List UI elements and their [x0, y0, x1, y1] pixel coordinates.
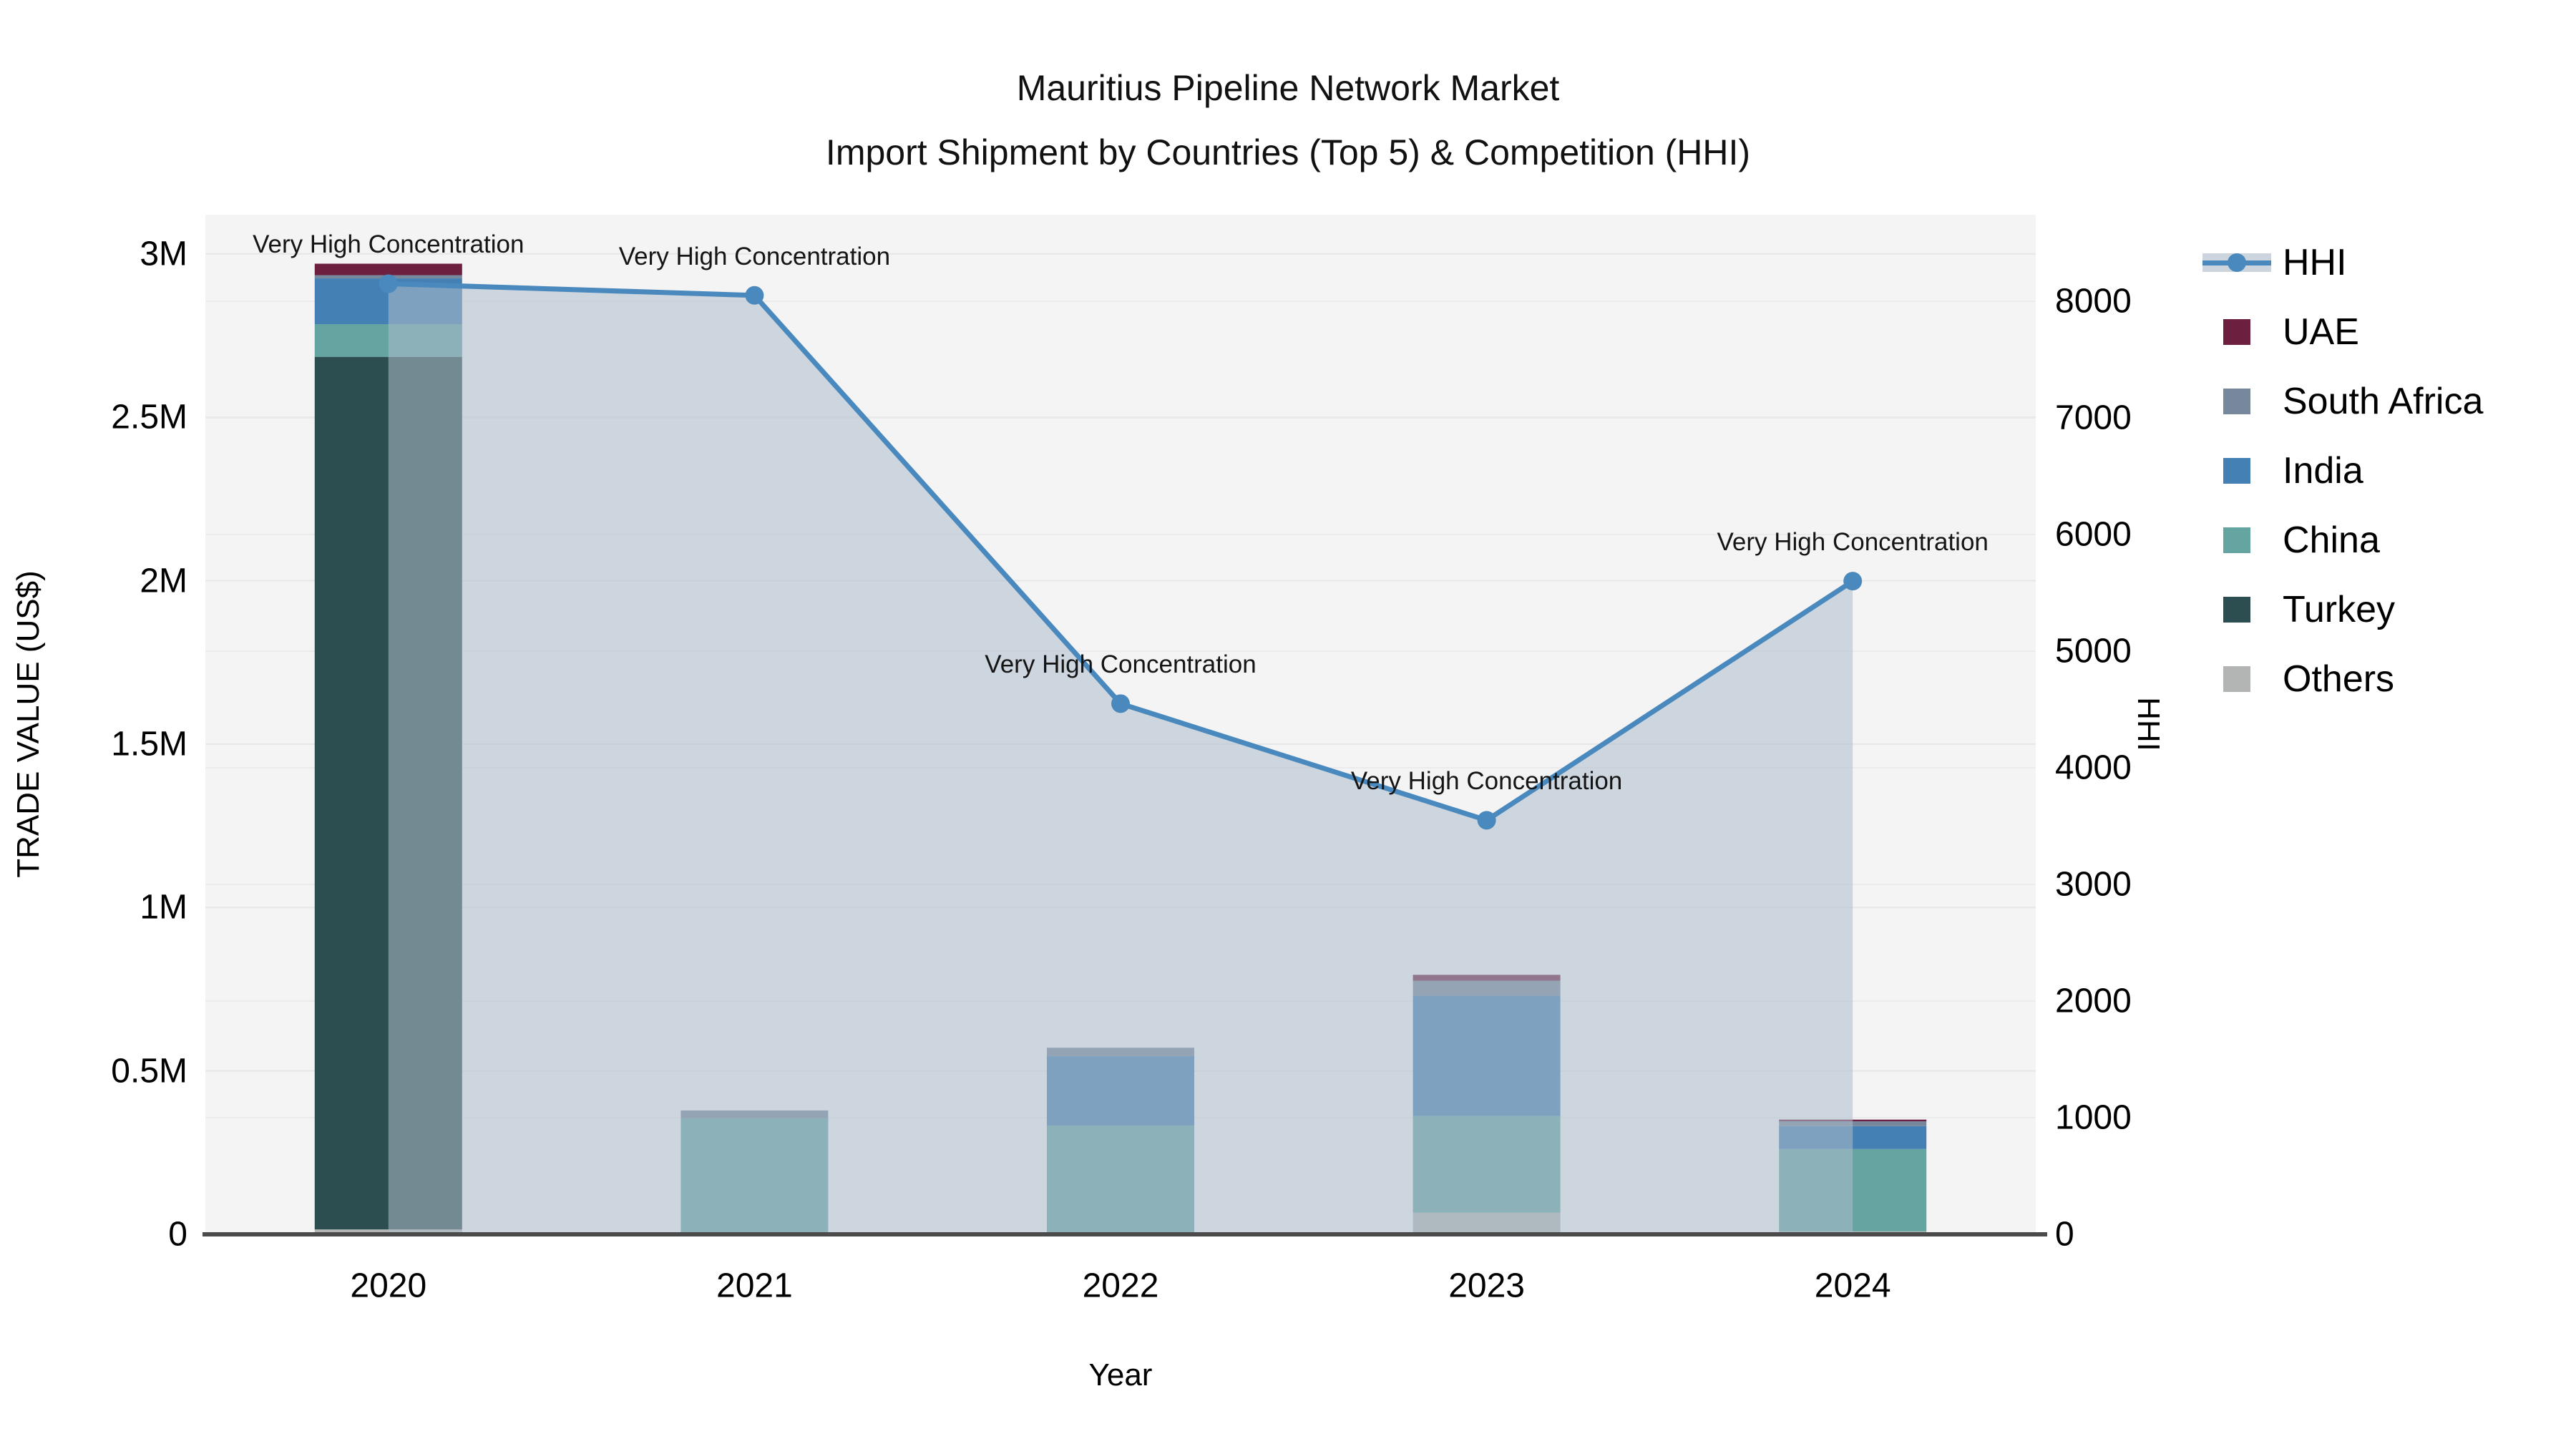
- y-right-tick-6000: 6000: [2055, 515, 2132, 554]
- legend-hhi-line-sample-icon: [2202, 253, 2271, 272]
- annotation-2023: Very High Concentration: [1350, 767, 1623, 796]
- legend-label: UAE: [2283, 311, 2359, 353]
- y-axis-label-right: HHI: [2131, 697, 2166, 751]
- legend-label: Others: [2283, 658, 2395, 700]
- hhi-area-fill: [388, 283, 1853, 1235]
- x-tick-2022: 2022: [1082, 1267, 1159, 1305]
- y-axis-label-left: TRADE VALUE (US$): [11, 570, 46, 878]
- legend-item-south-africa[interactable]: South Africa: [2202, 366, 2483, 436]
- legend-item-india[interactable]: India: [2202, 436, 2483, 505]
- legend-item-uae[interactable]: UAE: [2202, 297, 2483, 366]
- legend-item-others[interactable]: Others: [2202, 644, 2483, 713]
- hhi-marker-2023[interactable]: [1477, 811, 1496, 830]
- legend-swatch-icon: [2202, 596, 2271, 623]
- china-swatch-icon: [2223, 527, 2250, 553]
- x-tick-2023: 2023: [1448, 1267, 1525, 1305]
- x-tick-2020: 2020: [350, 1267, 427, 1305]
- y-right-tick-8000: 8000: [2055, 282, 2132, 321]
- legend-item-turkey[interactable]: Turkey: [2202, 575, 2483, 644]
- y-left-tick-1M: 1M: [140, 888, 187, 927]
- annotation-2024: Very High Concentration: [1717, 528, 1989, 557]
- uae-swatch-icon: [2223, 318, 2250, 345]
- legend-item-hhi[interactable]: HHI: [2202, 228, 2483, 297]
- x-tick-2021: 2021: [716, 1267, 793, 1305]
- legend-label: Turkey: [2283, 588, 2395, 630]
- chart-title: Mauritius Pipeline Network Market Import…: [0, 56, 2576, 185]
- annotation-2021: Very High Concentration: [618, 242, 891, 270]
- legend-swatch-icon: [2202, 527, 2271, 553]
- legend-swatch-icon: [2202, 457, 2271, 484]
- y-left-tick-0.5M: 0.5M: [111, 1052, 187, 1091]
- legend-label: South Africa: [2283, 380, 2484, 422]
- legend-swatch-icon: [2202, 388, 2271, 414]
- x-axis-label: Year: [1088, 1357, 1153, 1392]
- others-swatch-icon: [2223, 665, 2250, 692]
- chart-title-line2: Import Shipment by Countries (Top 5) & C…: [825, 132, 1751, 172]
- india-swatch-icon: [2223, 457, 2250, 484]
- bar-segment-uae-2020[interactable]: [314, 263, 462, 275]
- legend: HHI UAE South Africa India China Turkey Others: [2202, 228, 2483, 713]
- hhi-marker-2022[interactable]: [1111, 694, 1130, 713]
- y-left-tick-3M: 3M: [140, 235, 187, 273]
- y-right-tick-3000: 3000: [2055, 865, 2132, 904]
- y-left-tick-1.5M: 1.5M: [111, 725, 187, 763]
- legend-label: India: [2283, 449, 2363, 492]
- annotation-2022: Very High Concentration: [985, 650, 1257, 679]
- y-right-tick-7000: 7000: [2055, 399, 2132, 437]
- y-right-tick-0: 0: [2055, 1215, 2074, 1254]
- y-left-tick-0: 0: [168, 1215, 187, 1254]
- chart-title-line1: Mauritius Pipeline Network Market: [1016, 68, 1560, 108]
- hhi-band-icon: [2202, 253, 2271, 272]
- legend-label: China: [2283, 519, 2380, 561]
- legend-item-china[interactable]: China: [2202, 505, 2483, 575]
- y-right-tick-5000: 5000: [2055, 632, 2132, 670]
- annotation-2020: Very High Concentration: [253, 230, 525, 259]
- turkey-swatch-icon: [2223, 596, 2250, 623]
- hhi-marker-2024[interactable]: [1843, 572, 1863, 591]
- hhi-marker-2021[interactable]: [745, 286, 764, 305]
- x-tick-2024: 2024: [1814, 1267, 1891, 1305]
- y-left-tick-2M: 2M: [140, 562, 187, 600]
- y-right-tick-1000: 1000: [2055, 1098, 2132, 1137]
- legend-swatch-icon: [2202, 665, 2271, 692]
- legend-label: HHI: [2283, 241, 2347, 283]
- legend-swatch-icon: [2202, 318, 2271, 345]
- y-left-tick-2.5M: 2.5M: [111, 398, 187, 436]
- south-africa-swatch-icon: [2223, 388, 2250, 414]
- y-right-tick-4000: 4000: [2055, 748, 2132, 787]
- y-right-tick-2000: 2000: [2055, 982, 2132, 1020]
- hhi-marker-2020[interactable]: [379, 274, 398, 293]
